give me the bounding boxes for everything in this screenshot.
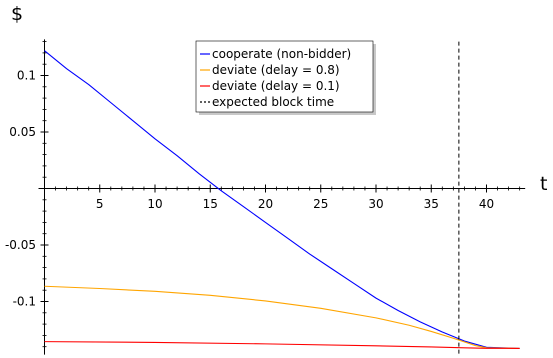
x-tick-label: 35 [424,197,439,211]
y-tick-label: -0.05 [5,238,36,252]
series-line-0 [44,50,520,349]
axes: t$ [11,3,547,355]
x-tick-label: 25 [313,197,328,211]
legend-entry: cooperate (non-bidder) [212,47,351,61]
x-tick-label: 15 [203,197,218,211]
series [44,41,520,355]
x-tick-label: 5 [96,197,104,211]
y-axis-label: $ [11,3,23,25]
legend-entry: expected block time [212,95,334,109]
series-line-1 [44,285,520,349]
series-line-2 [44,341,520,349]
x-tick-label: 20 [258,197,273,211]
legend-box [195,40,374,113]
ticks: 5 10 15 20 25 30 35 40 0.1 0.05 -0.05 -0.1 [5,41,521,348]
legend-entry: deviate (delay = 0.8) [212,63,340,77]
legend: cooperate (non-bidder) deviate (delay = 0… [195,40,376,115]
x-axis-label: t [540,173,547,195]
y-tick-label: -0.1 [13,295,36,309]
x-tick-label: 30 [368,197,383,211]
x-tick-label: 10 [147,197,162,211]
y-tick-label: 0.1 [17,69,36,83]
y-tick-label: 0.05 [9,125,36,139]
legend-entry: deviate (delay = 0.1) [212,79,340,93]
x-tick-label: 40 [479,197,494,211]
